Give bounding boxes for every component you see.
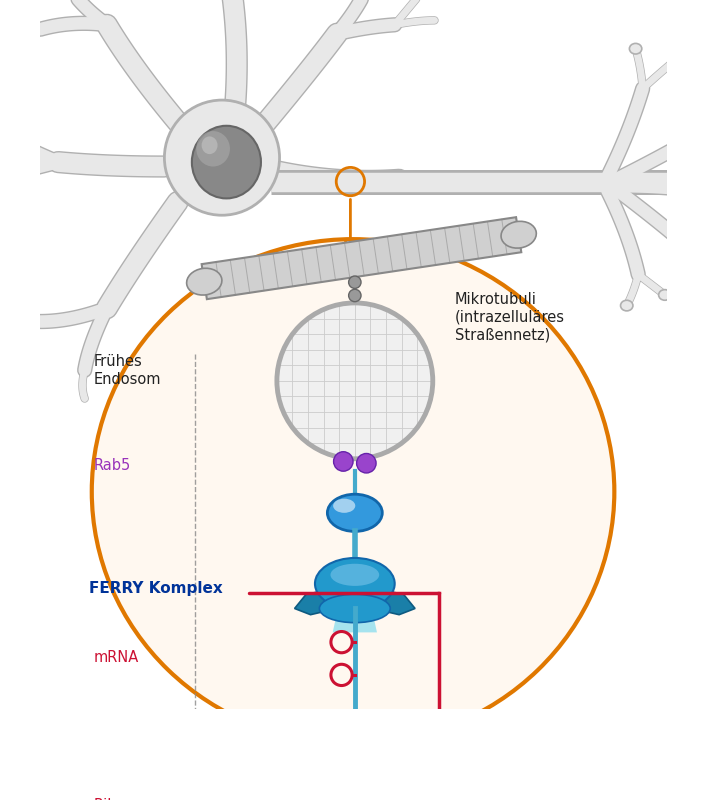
Text: Rab5: Rab5 — [93, 458, 131, 474]
Ellipse shape — [338, 781, 370, 800]
Ellipse shape — [621, 300, 633, 311]
Circle shape — [356, 454, 376, 473]
Ellipse shape — [501, 222, 537, 248]
Ellipse shape — [374, 781, 407, 800]
Ellipse shape — [327, 494, 382, 531]
Text: mRNA: mRNA — [93, 650, 139, 665]
Circle shape — [383, 799, 390, 800]
Circle shape — [277, 303, 433, 458]
Ellipse shape — [197, 131, 230, 166]
Ellipse shape — [315, 558, 395, 610]
Text: Mikrotubuli
(intrazelluläres
Straßennetz): Mikrotubuli (intrazelluläres Straßennetz… — [455, 292, 565, 342]
Ellipse shape — [330, 564, 379, 586]
Circle shape — [310, 799, 317, 800]
Polygon shape — [373, 588, 415, 614]
Ellipse shape — [659, 290, 671, 300]
Circle shape — [334, 452, 353, 471]
Ellipse shape — [92, 239, 614, 744]
Circle shape — [349, 290, 361, 302]
Ellipse shape — [670, 54, 682, 65]
Ellipse shape — [320, 594, 390, 622]
Ellipse shape — [187, 268, 222, 295]
Text: Frühes
Endosom: Frühes Endosom — [93, 354, 161, 386]
Ellipse shape — [629, 43, 642, 54]
Polygon shape — [201, 217, 521, 299]
Polygon shape — [295, 588, 337, 614]
Text: Ribosomen: Ribosomen — [93, 798, 175, 800]
Ellipse shape — [333, 498, 356, 513]
Ellipse shape — [201, 136, 218, 154]
Ellipse shape — [706, 157, 707, 167]
Ellipse shape — [302, 781, 334, 800]
Circle shape — [347, 799, 354, 800]
Circle shape — [349, 276, 361, 289]
Ellipse shape — [192, 126, 261, 198]
Ellipse shape — [685, 256, 698, 266]
Text: FERRY Komplex: FERRY Komplex — [89, 581, 223, 596]
Ellipse shape — [165, 100, 279, 215]
Polygon shape — [333, 564, 377, 632]
